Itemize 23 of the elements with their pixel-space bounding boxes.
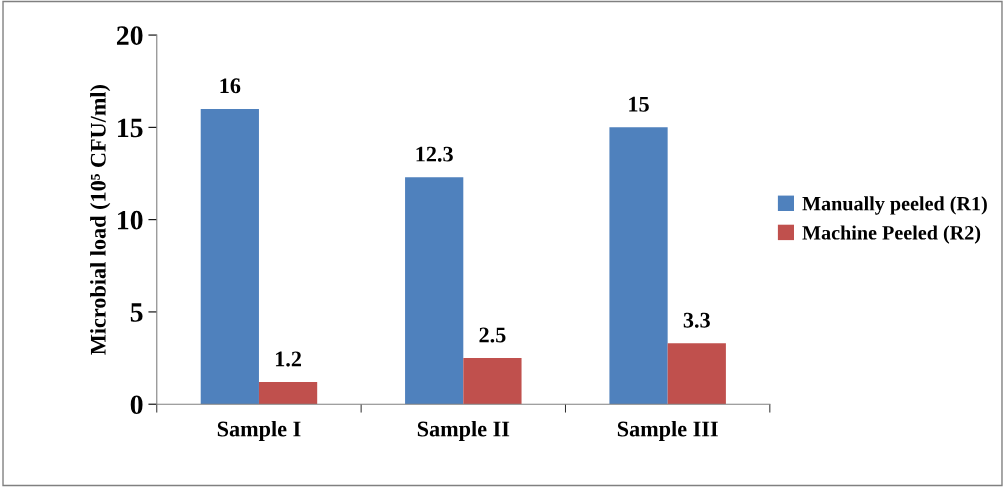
data-label: 16 bbox=[220, 78, 241, 94]
x-tick-label: Sample II bbox=[417, 420, 510, 442]
bar bbox=[200, 108, 259, 405]
x-tick-label: Sample III bbox=[617, 420, 718, 442]
data-label: 2.5 bbox=[479, 327, 506, 343]
data-label: 3.3 bbox=[683, 312, 710, 328]
x-tick-label: Sample I bbox=[217, 420, 301, 442]
y-tick-label: 0 bbox=[130, 395, 143, 415]
data-label: 12.3 bbox=[416, 146, 453, 162]
bar bbox=[609, 127, 668, 405]
bar bbox=[667, 343, 726, 405]
data-label: 15 bbox=[629, 96, 649, 112]
bar bbox=[258, 382, 318, 405]
legend-label: Manually peeled (R1) bbox=[802, 196, 987, 215]
legend-label: Machine Peeled (R2) bbox=[802, 225, 981, 244]
y-tick-label: 15 bbox=[118, 118, 143, 138]
y-axis-title: Microbial load (10⁵ CFU/ml) bbox=[90, 85, 111, 355]
bar bbox=[405, 177, 464, 405]
data-label: 1.2 bbox=[275, 351, 302, 367]
y-tick-label: 20 bbox=[116, 26, 143, 45]
y-tick-label: 5 bbox=[130, 303, 143, 322]
y-tick-label: 10 bbox=[118, 210, 143, 230]
bar bbox=[463, 358, 522, 405]
